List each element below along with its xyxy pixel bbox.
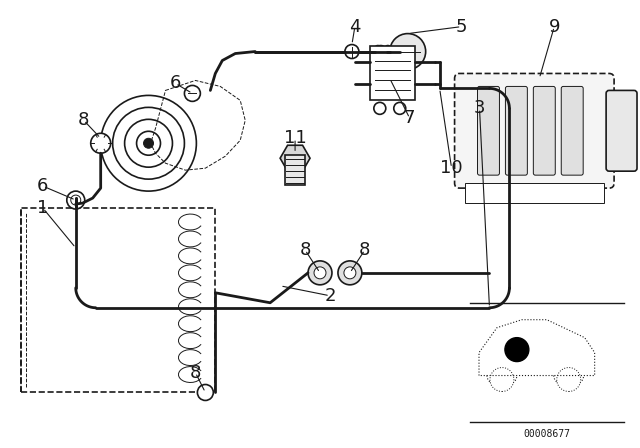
Text: 00008677: 00008677 [524,429,570,439]
Ellipse shape [374,46,382,57]
Text: 8: 8 [189,363,201,382]
FancyBboxPatch shape [454,73,614,188]
Circle shape [374,103,386,114]
Circle shape [394,103,406,114]
Circle shape [197,384,213,401]
FancyBboxPatch shape [506,86,527,175]
FancyBboxPatch shape [561,86,583,175]
Text: 1: 1 [37,199,49,217]
Text: 6: 6 [37,177,49,195]
Bar [465,183,604,203]
Circle shape [557,367,580,392]
Bar [21,208,215,392]
Circle shape [375,46,387,57]
Text: 11: 11 [284,129,307,147]
Circle shape [314,267,326,279]
Circle shape [184,86,200,101]
Text: 10: 10 [440,159,463,177]
FancyBboxPatch shape [533,86,556,175]
Text: 8: 8 [300,241,311,259]
Circle shape [505,338,529,362]
Ellipse shape [384,46,392,57]
Circle shape [67,191,84,209]
Text: 8: 8 [359,241,371,259]
Text: 6: 6 [170,74,181,92]
Circle shape [91,134,111,153]
Text: 3: 3 [474,99,485,117]
Text: 5: 5 [456,17,467,35]
FancyBboxPatch shape [477,86,499,175]
Text: 9: 9 [548,17,560,35]
Text: 7: 7 [404,109,415,127]
Circle shape [308,261,332,285]
Circle shape [490,367,514,392]
Circle shape [390,34,426,69]
Polygon shape [280,145,310,171]
FancyBboxPatch shape [606,90,637,171]
Circle shape [345,44,359,59]
Circle shape [143,138,154,148]
Circle shape [338,261,362,285]
Text: 8: 8 [78,111,90,129]
Bar [370,46,415,100]
Text: 2: 2 [324,287,336,305]
Circle shape [71,195,81,205]
Circle shape [344,267,356,279]
Bar [285,155,305,185]
Text: 4: 4 [349,17,361,35]
